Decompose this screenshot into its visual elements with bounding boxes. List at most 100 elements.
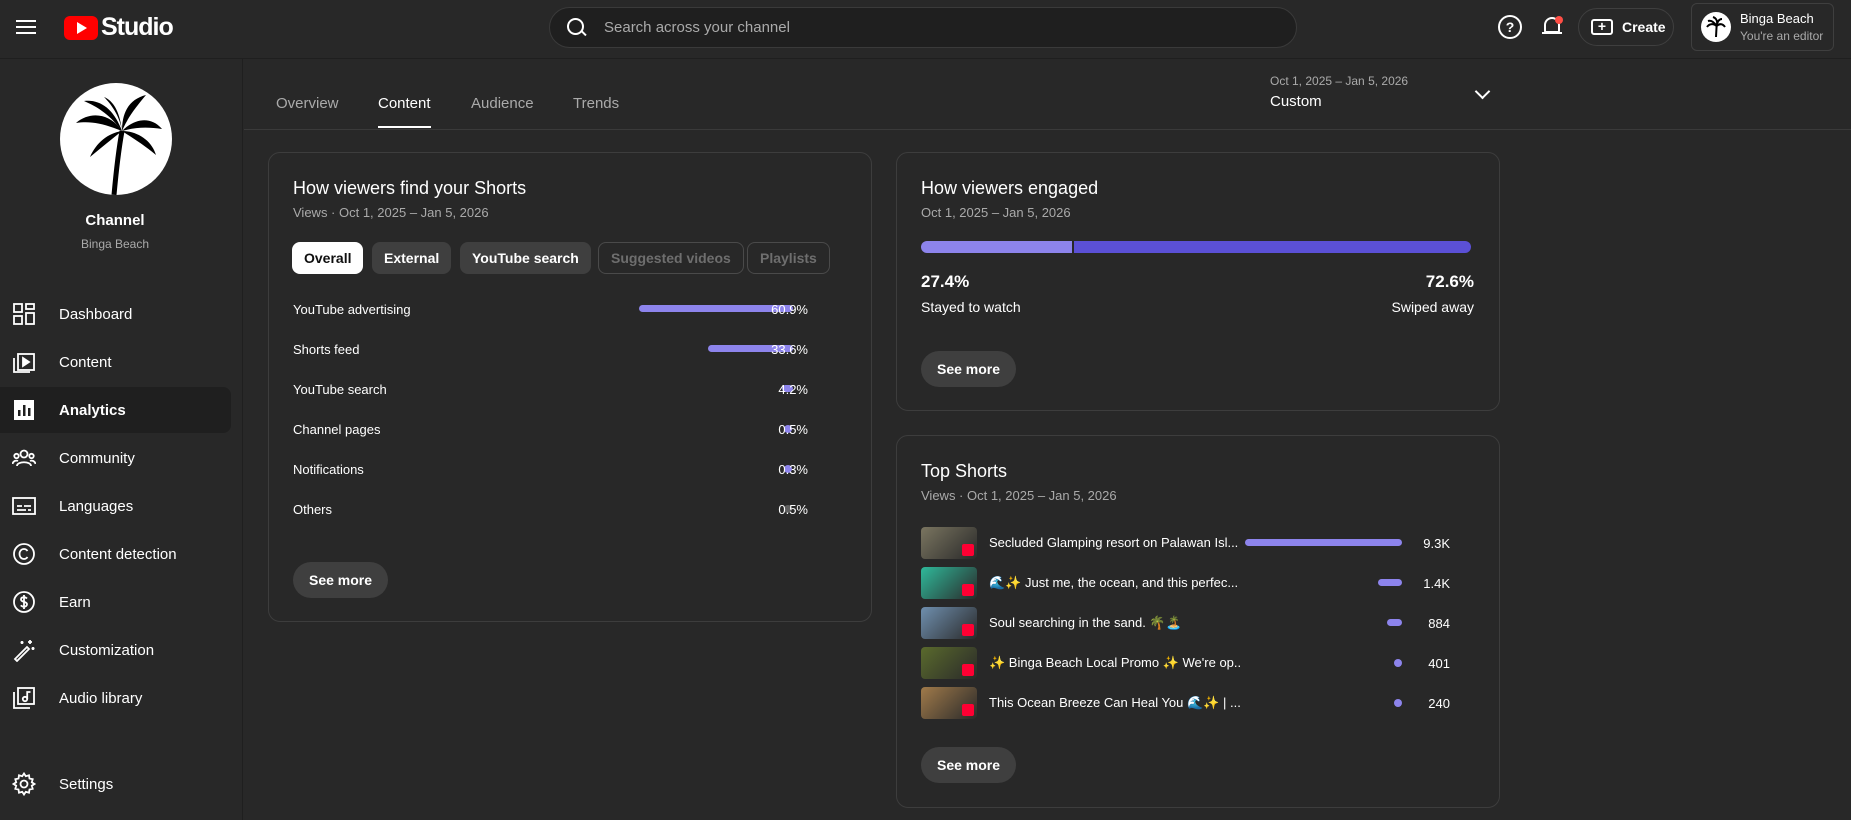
search-icon[interactable]	[566, 17, 588, 39]
sidebar-item-audio-library[interactable]: Audio library	[0, 675, 231, 721]
traffic-source-value: 0.5%	[778, 502, 808, 517]
gear-icon	[11, 771, 37, 797]
studio-logo[interactable]: Studio	[64, 13, 174, 42]
sidebar-item-label: Content	[59, 353, 112, 371]
tab-audience[interactable]: Audience	[471, 95, 534, 112]
see-more-button[interactable]: See more	[293, 562, 389, 598]
date-range-label: Custom	[1270, 93, 1322, 110]
date-range-text: Oct 1, 2025 – Jan 5, 2026	[1270, 74, 1409, 88]
sidebar-item-label: Settings	[59, 775, 114, 793]
account-role: You're an editor	[1740, 29, 1824, 43]
audio-library-icon	[12, 686, 36, 710]
sidebar-item-label: Audio library	[59, 689, 143, 707]
short-thumbnail[interactable]	[921, 607, 977, 639]
short-views-value: 1.4K	[1423, 576, 1450, 591]
copyright-icon	[12, 542, 36, 566]
dollar-icon	[12, 590, 36, 614]
short-views-bar	[1387, 619, 1402, 626]
community-icon	[11, 446, 37, 470]
traffic-source-bar	[784, 425, 792, 433]
shorts-badge-icon	[962, 664, 974, 676]
shorts-badge-icon	[962, 544, 974, 556]
short-title[interactable]: Secluded Glamping resort on Palawan Isl.…	[989, 535, 1239, 550]
sidebar-item-label: Analytics	[59, 401, 126, 419]
traffic-source-label: Notifications	[293, 462, 364, 477]
traffic-source-bar	[639, 305, 793, 312]
swiped-percent: 72.6%	[1425, 272, 1474, 291]
chip-suggested-videos[interactable]: Suggested videos	[598, 242, 744, 274]
traffic-source-value: 4.2%	[778, 382, 808, 397]
tab-trends[interactable]: Trends	[573, 95, 620, 112]
chip-overall[interactable]: Overall	[292, 242, 364, 274]
notifications-bell-icon[interactable]	[1540, 14, 1564, 40]
account-switcher[interactable]: Binga Beach You're an editor	[1691, 3, 1834, 51]
card-title: Top Shorts	[921, 461, 1008, 481]
chip-external[interactable]: External	[372, 242, 452, 274]
traffic-source-value: 33.6%	[771, 342, 808, 357]
hamburger-menu-icon[interactable]	[14, 16, 38, 40]
youtube-play-icon	[64, 15, 98, 40]
account-name: Binga Beach	[1740, 11, 1814, 26]
search-input[interactable]	[604, 19, 1204, 36]
chip-youtube-search[interactable]: YouTube search	[460, 242, 591, 274]
stayed-label: Stayed to watch	[921, 299, 1021, 315]
top-shorts-card: Top Shorts Views · Oct 1, 2025 – Jan 5, …	[896, 435, 1500, 808]
sidebar-item-earn[interactable]: Earn	[0, 579, 231, 625]
analytics-icon	[12, 398, 36, 422]
short-views-value: 401	[1428, 656, 1450, 671]
short-thumbnail[interactable]	[921, 527, 977, 559]
card-subtitle: Views · Oct 1, 2025 – Jan 5, 2026	[293, 205, 489, 220]
sidebar-item-content-detection[interactable]: Content detection	[0, 531, 231, 577]
traffic-source-label: YouTube advertising	[293, 302, 411, 317]
sidebar-item-label: Dashboard	[59, 305, 133, 323]
see-more-button[interactable]: See more	[921, 351, 1017, 387]
short-title[interactable]: Soul searching in the sand. 🌴🏝️	[989, 615, 1182, 630]
notification-dot	[1555, 16, 1563, 24]
sidebar-item-dashboard[interactable]: Dashboard	[0, 291, 231, 337]
sidebar-item-languages[interactable]: Languages	[0, 483, 231, 529]
tab-content[interactable]: Content	[378, 95, 431, 128]
short-thumbnail[interactable]	[921, 567, 977, 599]
sidebar-item-label: Earn	[59, 593, 91, 611]
shorts-badge-icon	[962, 584, 974, 596]
sidebar-item-settings[interactable]: Settings	[0, 761, 231, 807]
top-bar: Studio ? + Create Binga Beach You're an …	[0, 0, 1851, 59]
chip-playlists[interactable]: Playlists	[747, 242, 830, 274]
sidebar-item-content[interactable]: Content	[0, 339, 231, 385]
magic-wand-icon	[12, 638, 36, 663]
engagement-bar	[921, 241, 1471, 253]
short-thumbnail[interactable]	[921, 647, 977, 679]
card-title: How viewers engaged	[921, 178, 1099, 198]
short-views-value: 240	[1428, 696, 1450, 711]
short-thumbnail[interactable]	[921, 687, 977, 719]
swiped-label: Swiped away	[1391, 299, 1475, 315]
dashboard-icon	[12, 302, 36, 326]
help-icon[interactable]: ?	[1498, 15, 1522, 39]
short-title[interactable]: ✨ Binga Beach Local Promo ✨ We're op...	[989, 655, 1241, 670]
sidebar-item-label: Community	[59, 449, 135, 467]
date-range-picker[interactable]: Oct 1, 2025 – Jan 5, 2026 Custom	[1270, 74, 1491, 114]
search-bar[interactable]	[549, 7, 1297, 48]
languages-icon	[12, 494, 36, 518]
traffic-source-label: Shorts feed	[293, 342, 360, 357]
short-views-bar	[1245, 539, 1402, 546]
card-subtitle: Views · Oct 1, 2025 – Jan 5, 2026	[921, 488, 1117, 503]
traffic-source-label: Others	[293, 502, 333, 517]
card-subtitle: Oct 1, 2025 – Jan 5, 2026	[921, 205, 1071, 220]
short-title[interactable]: 🌊✨ Just me, the ocean, and this perfec..…	[989, 575, 1239, 590]
create-button[interactable]: + Create	[1578, 8, 1674, 46]
traffic-source-label: Channel pages	[293, 422, 381, 437]
tab-overview[interactable]: Overview	[276, 95, 339, 112]
short-title[interactable]: This Ocean Breeze Can Heal You 🌊✨ | ...	[989, 695, 1241, 710]
traffic-source-label: YouTube search	[293, 382, 387, 397]
see-more-button[interactable]: See more	[921, 747, 1017, 783]
sidebar-item-label: Customization	[59, 641, 155, 659]
short-views-bar	[1378, 579, 1402, 586]
sidebar-item-community[interactable]: Community	[0, 435, 231, 481]
sidebar-item-customization[interactable]: Customization	[0, 627, 231, 673]
traffic-source-bar	[782, 385, 793, 392]
create-label: Create	[1622, 19, 1666, 35]
sidebar-item-analytics[interactable]: Analytics	[0, 387, 231, 433]
shorts-badge-icon	[962, 704, 974, 716]
channel-avatar[interactable]	[60, 83, 172, 195]
